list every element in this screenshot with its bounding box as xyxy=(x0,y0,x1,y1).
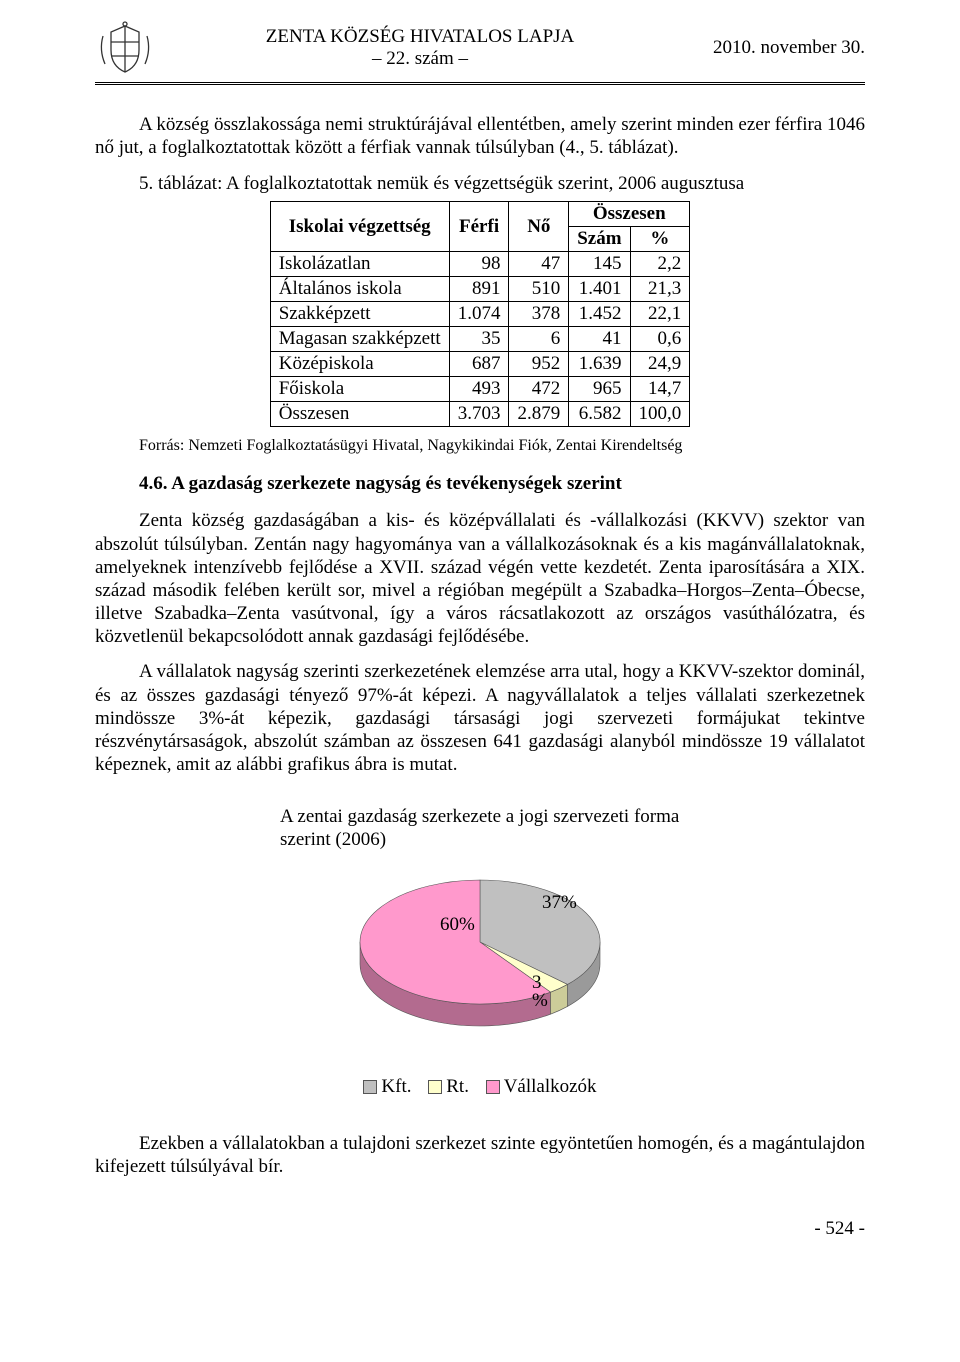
page-header: ZENTA KÖZSÉG HIVATALOS LAPJA – 22. szám … xyxy=(95,20,865,85)
row-cell: 1.639 xyxy=(569,352,630,377)
row-label: Szakképzett xyxy=(270,302,449,327)
row-cell: 952 xyxy=(509,352,569,377)
row-cell: 1.401 xyxy=(569,277,630,302)
pie-label-60: 60% xyxy=(440,914,475,936)
th-percent: % xyxy=(630,227,690,252)
row-cell: 687 xyxy=(449,352,509,377)
row-cell: 100,0 xyxy=(630,402,690,427)
row-cell: 24,9 xyxy=(630,352,690,377)
th-category: Iskolai végzettség xyxy=(270,202,449,252)
header-title-block: ZENTA KÖZSÉG HIVATALOS LAPJA – 22. szám … xyxy=(155,26,685,70)
row-cell: 1.452 xyxy=(569,302,630,327)
pie-label-37: 37% xyxy=(542,892,577,914)
section-heading: 4.6. A gazdaság szerkezete nagyság és te… xyxy=(139,473,865,495)
row-cell: 3.703 xyxy=(449,402,509,427)
row-cell: 0,6 xyxy=(630,327,690,352)
row-cell: 47 xyxy=(509,252,569,277)
row-cell: 22,1 xyxy=(630,302,690,327)
row-cell: 6.582 xyxy=(569,402,630,427)
paragraph-2: Zenta község gazdaságában a kis- és közé… xyxy=(95,509,865,648)
th-female: Nő xyxy=(509,202,569,252)
row-cell: 472 xyxy=(509,377,569,402)
row-label: Középiskola xyxy=(270,352,449,377)
row-label: Iskolázatlan xyxy=(270,252,449,277)
table-row: Iskolázatlan98471452,2 xyxy=(270,252,690,277)
journal-title: ZENTA KÖZSÉG HIVATALOS LAPJA xyxy=(155,26,685,48)
issue-number: – 22. szám – xyxy=(155,48,685,70)
row-cell: 145 xyxy=(569,252,630,277)
row-cell: 98 xyxy=(449,252,509,277)
row-cell: 2,2 xyxy=(630,252,690,277)
row-label: Magasan szakképzett xyxy=(270,327,449,352)
table-row: Összesen3.7032.8796.582100,0 xyxy=(270,402,690,427)
row-cell: 510 xyxy=(509,277,569,302)
row-label: Általános iskola xyxy=(270,277,449,302)
chart-title: A zentai gazdaság szerkezete a jogi szer… xyxy=(280,806,680,852)
row-cell: 2.879 xyxy=(509,402,569,427)
pie-chart: 60% 37% 3% xyxy=(310,862,650,1052)
row-cell: 41 xyxy=(569,327,630,352)
row-cell: 21,3 xyxy=(630,277,690,302)
table-row: Főiskola49347296514,7 xyxy=(270,377,690,402)
chart-legend: Kft. Rt. Vállalkozók xyxy=(280,1076,680,1098)
row-cell: 1.074 xyxy=(449,302,509,327)
paragraph-3: A vállalatok nagyság szerinti szerkezeté… xyxy=(95,660,865,776)
row-cell: 965 xyxy=(569,377,630,402)
row-label: Összesen xyxy=(270,402,449,427)
row-cell: 378 xyxy=(509,302,569,327)
legend-rt: Rt. xyxy=(428,1076,469,1098)
row-cell: 35 xyxy=(449,327,509,352)
legend-kft: Kft. xyxy=(363,1076,411,1098)
legend-vallalkozok: Vállalkozók xyxy=(486,1076,597,1098)
paragraph-4: Ezekben a vállalatokban a tulajdoni szer… xyxy=(95,1132,865,1178)
table-source: Forrás: Nemzeti Foglalkoztatásügyi Hivat… xyxy=(139,437,865,455)
th-total: Összesen xyxy=(569,202,690,227)
table-row: Középiskola6879521.63924,9 xyxy=(270,352,690,377)
page-number: - 524 - xyxy=(95,1218,865,1240)
education-table: Iskolai végzettség Férfi Nő Összesen Szá… xyxy=(270,201,691,427)
th-male: Férfi xyxy=(449,202,509,252)
row-label: Főiskola xyxy=(270,377,449,402)
publication-date: 2010. november 30. xyxy=(685,37,865,59)
pie-chart-block: A zentai gazdaság szerkezete a jogi szer… xyxy=(280,806,680,1098)
row-cell: 6 xyxy=(509,327,569,352)
th-count: Szám xyxy=(569,227,630,252)
crest-icon xyxy=(95,20,155,76)
table-row: Magasan szakképzett356410,6 xyxy=(270,327,690,352)
pie-label-3: 3% xyxy=(532,974,548,1010)
table-row: Általános iskola8915101.40121,3 xyxy=(270,277,690,302)
row-cell: 14,7 xyxy=(630,377,690,402)
table-row: Szakképzett1.0743781.45222,1 xyxy=(270,302,690,327)
table-caption: 5. táblázat: A foglalkoztatottak nemük é… xyxy=(95,173,865,195)
paragraph-intro: A község összlakossága nemi struktúrájáv… xyxy=(95,113,865,159)
row-cell: 891 xyxy=(449,277,509,302)
row-cell: 493 xyxy=(449,377,509,402)
